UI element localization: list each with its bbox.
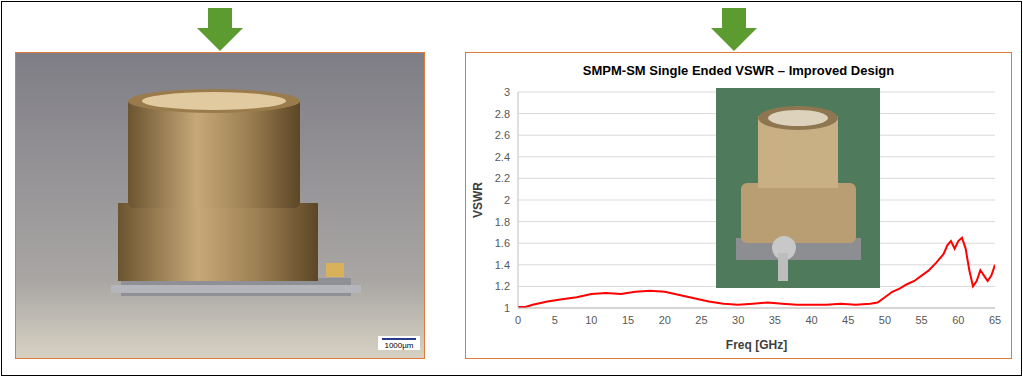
svg-text:45: 45 <box>842 314 854 326</box>
svg-text:55: 55 <box>915 314 927 326</box>
svg-text:60: 60 <box>952 314 964 326</box>
svg-text:2: 2 <box>504 194 510 206</box>
svg-text:15: 15 <box>622 314 634 326</box>
svg-text:3: 3 <box>504 86 510 98</box>
svg-text:30: 30 <box>732 314 744 326</box>
svg-text:25: 25 <box>695 314 707 326</box>
html-text:SMPM-SM Single Ended VSWR – Im: SMPM-SM Single Ended VSWR – Improved Des… <box>582 63 895 78</box>
svg-text:1.8: 1.8 <box>495 216 510 228</box>
svg-text:2.4: 2.4 <box>495 151 510 163</box>
svg-text:0: 0 <box>515 314 521 326</box>
svg-text:2.6: 2.6 <box>495 129 510 141</box>
svg-text:1.6: 1.6 <box>495 237 510 249</box>
svg-text:50: 50 <box>879 314 891 326</box>
svg-text:40: 40 <box>805 314 817 326</box>
svg-text:VSWR: VSWR <box>471 182 485 218</box>
svg-text:20: 20 <box>659 314 671 326</box>
svg-text:Freq [GHz]: Freq [GHz] <box>726 338 787 352</box>
svg-text:1.2: 1.2 <box>495 280 510 292</box>
svg-text:2.8: 2.8 <box>495 108 510 120</box>
svg-text:1: 1 <box>504 302 510 314</box>
svg-text:2.2: 2.2 <box>495 172 510 184</box>
svg-text:10: 10 <box>585 314 597 326</box>
svg-text:35: 35 <box>769 314 781 326</box>
svg-text:65: 65 <box>989 314 1001 326</box>
svg-text:1000µm: 1000µm <box>384 341 413 350</box>
svg-text:5: 5 <box>552 314 558 326</box>
svg-text:1.4: 1.4 <box>495 259 510 271</box>
